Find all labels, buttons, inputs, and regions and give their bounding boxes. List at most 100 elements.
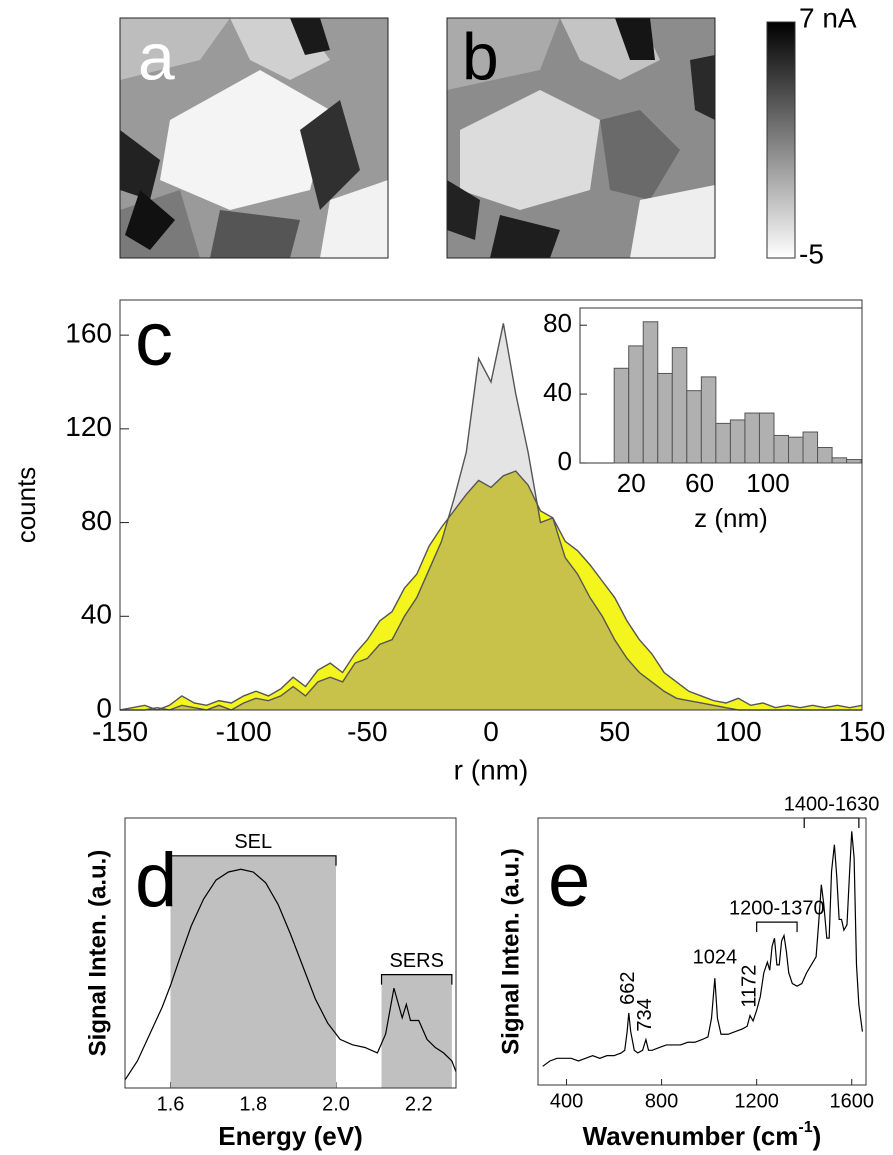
x-tick-label: 1200 [734, 1090, 779, 1112]
texture [300, 100, 360, 210]
hist-bar [700, 376, 717, 464]
image-label: a [138, 19, 175, 93]
area-overlap [120, 471, 862, 710]
plot-frame [537, 817, 867, 1086]
hist-bar [715, 422, 731, 464]
x-tick-label: 100 [746, 468, 789, 498]
y-axis-label: Signal Inten. (a.u.) [497, 848, 524, 1055]
texture [615, 18, 655, 60]
peak-label: 1024 [693, 946, 738, 968]
x-axis-label: Wavenumber (cm-1) [583, 1119, 822, 1151]
colorbar-tick-label: -5 [799, 238, 824, 269]
x-axis-label-end: ) [813, 1121, 822, 1151]
hist-bar [613, 367, 630, 464]
bracket-label: SERS [389, 950, 443, 972]
hist-bar [773, 434, 790, 464]
y-tick-label: 120 [65, 411, 112, 442]
x-tick-label: 400 [550, 1090, 583, 1112]
y-tick-label: 40 [81, 599, 112, 630]
texture [490, 215, 560, 258]
plot-frame [537, 817, 867, 1086]
hist-bar [758, 412, 775, 464]
x-tick-label: -150 [92, 716, 148, 747]
image-frame [119, 17, 389, 259]
texture [690, 55, 715, 120]
hist-bar [729, 419, 746, 464]
texture [630, 185, 715, 258]
peak-label: 734 [634, 998, 656, 1031]
x-tick-label: -50 [347, 716, 387, 747]
y-axis-label: counts [11, 467, 41, 544]
bracket [756, 921, 798, 933]
shaded-span [381, 974, 452, 1088]
panel-label: d [135, 838, 177, 923]
x-tick-label: 60 [685, 468, 714, 498]
hist-bar [802, 431, 819, 464]
texture [447, 18, 560, 90]
peak-label: 1172 [738, 965, 760, 1008]
bracket [169, 855, 337, 866]
x-tick-label: 100 [715, 716, 762, 747]
bracket-label: 1200-1370 [729, 897, 825, 919]
colorbar-tick-label: 7 nA [799, 2, 857, 33]
y-tick-label: 0 [558, 446, 572, 476]
texture [210, 210, 300, 258]
y-tick-label: 80 [81, 505, 112, 536]
texture [120, 18, 230, 80]
panel-label: c [135, 297, 173, 382]
hist-bar [788, 436, 804, 464]
hist-bar [657, 372, 673, 464]
x-tick-label: 0 [483, 716, 499, 747]
texture [447, 180, 480, 240]
x-tick-label: 2.2 [405, 1093, 433, 1115]
x-axis-label: z (nm) [694, 503, 768, 533]
bracket [380, 974, 453, 985]
x-axis-label-sup: -1 [798, 1119, 812, 1136]
x-tick-label: 1.8 [239, 1093, 267, 1115]
hist-bar [744, 412, 760, 464]
hist-bar [817, 447, 833, 464]
bracket-label: 1400-1630 [784, 793, 880, 815]
x-axis-label: r (nm) [454, 754, 529, 785]
hist-bar [671, 347, 688, 464]
texture [600, 110, 680, 200]
x-tick-label: 1600 [829, 1090, 874, 1112]
y-tick-label: 0 [96, 692, 112, 723]
texture [290, 18, 330, 55]
shaded-span [170, 855, 337, 1088]
x-axis-label: Energy (eV) [218, 1121, 363, 1151]
image-label: b [462, 19, 499, 93]
texture [125, 190, 175, 250]
hist-bar [628, 345, 644, 464]
colorbar [766, 21, 796, 259]
panel-label: e [548, 838, 590, 923]
hist-bar [846, 459, 862, 464]
texture [120, 130, 160, 200]
x-tick-label: 2.0 [322, 1093, 350, 1115]
image-frame [446, 17, 716, 259]
x-tick-label: 150 [839, 716, 886, 747]
area-line [119, 470, 863, 711]
bracket-label: SEL [234, 831, 272, 853]
spectrum-line [542, 831, 864, 1067]
x-tick-label: -100 [216, 716, 272, 747]
x-tick-label: 800 [645, 1090, 678, 1112]
y-tick-label: 40 [543, 377, 572, 407]
y-axis-label: Signal Inten. (a.u.) [84, 850, 111, 1057]
texture [460, 90, 600, 210]
texture [320, 180, 388, 258]
x-tick-label: 50 [599, 716, 630, 747]
texture [160, 70, 330, 210]
y-tick-label: 80 [543, 308, 572, 338]
plot-frame [124, 817, 457, 1089]
hist-bar [831, 457, 848, 464]
y-tick-label: 160 [65, 318, 112, 349]
x-axis-label-text: Energy (eV) [218, 1121, 363, 1151]
spectrum-line [124, 868, 457, 1081]
plot-frame [119, 299, 863, 711]
x-tick-label: 1.6 [157, 1093, 185, 1115]
peak-label: 662 [617, 972, 639, 1005]
image-a [120, 18, 388, 258]
